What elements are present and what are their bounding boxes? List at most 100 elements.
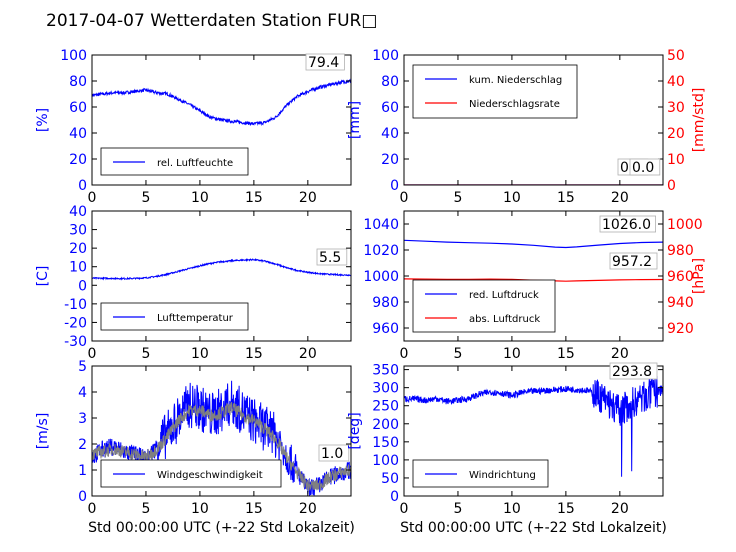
y-tick-label: 350 [372, 363, 399, 379]
x-tick-label: 5 [453, 190, 462, 206]
y-tick-label: 80 [69, 74, 87, 90]
legend-entry: Lufttemperatur [157, 313, 234, 324]
axes-frame [403, 54, 664, 186]
y-tick-label: 960 [372, 321, 399, 337]
x-tick-label: 10 [191, 346, 209, 362]
axes-frame [403, 365, 664, 497]
y-tick-label: 1000 [363, 269, 399, 285]
y-tick-label: 100 [372, 453, 399, 469]
series-line-temperature-0 [92, 257, 351, 281]
y-tick-label: 60 [69, 100, 87, 116]
x-tick-label: 15 [557, 501, 575, 517]
axes-frame [91, 54, 352, 186]
y-tick-label: 100 [372, 48, 399, 64]
x-tick-label: 5 [453, 501, 462, 517]
y2-tick-label: 50 [667, 48, 685, 64]
legend-entry: red. Luftdruck [469, 290, 539, 301]
current-value-label: 5.5 [319, 250, 341, 266]
y-tick-label: 0 [390, 178, 399, 194]
current-value-label-box [609, 362, 658, 380]
x-axis-label: Std 00:00:00 UTC (+-22 Std Lokalzeit) [88, 520, 355, 536]
axes-frame [91, 365, 352, 497]
legend-entry: Niederschlagsrate [469, 99, 560, 110]
y-tick-label: 5 [78, 359, 87, 375]
y2-tick-label: 40 [667, 74, 685, 90]
legend-entry: Windrichtung [469, 470, 536, 481]
x-tick-label: 20 [299, 346, 317, 362]
y-tick-label: 1040 [363, 217, 399, 233]
y2-tick-label: 20 [667, 126, 685, 142]
x-tick-label: 20 [299, 190, 317, 206]
x-tick-label: 5 [141, 501, 150, 517]
x-tick-label: 20 [611, 501, 629, 517]
legend-box [412, 64, 578, 119]
series-line-pressure-0 [404, 239, 663, 249]
y-tick-label: 4 [78, 385, 87, 401]
y-tick-label: 0 [78, 278, 87, 294]
y-tick-label: 980 [372, 295, 399, 311]
current-value-label-2-box [629, 158, 661, 176]
y-tick-label: -30 [64, 334, 87, 350]
x-tick-label: 10 [503, 190, 521, 206]
y-tick-label: 0 [390, 489, 399, 505]
x-tick-label: 0 [88, 346, 97, 362]
current-value-label: 79.4 [308, 55, 339, 71]
y-tick-label: 2 [78, 437, 87, 453]
y-tick-label: 20 [69, 241, 87, 257]
panel-precip: 0 5 10 15 20 0 20 40 60 80 100 0 10 20 30 40 50 [mm] [mm/s… [347, 48, 707, 206]
y-tick-label: 30 [69, 223, 87, 239]
current-value-label-box [599, 215, 656, 233]
current-value-label: 1.0 [321, 446, 343, 462]
x-tick-label: 20 [611, 346, 629, 362]
y-tick-label: 3 [78, 411, 87, 427]
x-tick-label: 15 [245, 346, 263, 362]
y2-tick-label: 920 [667, 321, 694, 337]
x-tick-label: 0 [400, 190, 409, 206]
x-tick-label: 10 [191, 190, 209, 206]
y-tick-label: 40 [69, 204, 87, 220]
x-tick-label: 20 [299, 501, 317, 517]
y-tick-label: 1 [78, 463, 87, 479]
y2-tick-label: 960 [667, 269, 694, 285]
y-axis-label: [mm] [347, 101, 363, 139]
y-tick-label: 0 [78, 178, 87, 194]
y2-axis-label: [mm/std] [691, 88, 707, 153]
current-value-label: 293.8 [612, 364, 652, 380]
y-tick-label: 80 [381, 74, 399, 90]
legend-entry: abs. Luftdruck [469, 314, 540, 325]
x-tick-label: 10 [191, 501, 209, 517]
x-tick-label: 20 [611, 190, 629, 206]
legend-entry: kum. Niederschlag [469, 75, 562, 86]
y-tick-label: -20 [64, 315, 87, 331]
legend-box [412, 279, 556, 333]
y-tick-label: 150 [372, 435, 399, 451]
current-value-label-box [305, 53, 345, 71]
x-tick-label: 15 [245, 190, 263, 206]
y-axis-label: [deg] [347, 412, 363, 449]
y-axis-label: [C] [35, 266, 51, 287]
y-tick-label: 60 [381, 100, 399, 116]
x-tick-label: 5 [141, 346, 150, 362]
x-tick-label: 15 [557, 190, 575, 206]
x-axis-label: Std 00:00:00 UTC (+-22 Std Lokalzeit) [400, 520, 667, 536]
panel-temperature: 0 5 10 15 20 -30 -20 -10 0 10 20 30 40 [C] 5.5 Lufttemp… [35, 204, 352, 362]
series-line-winddir-0 [404, 376, 663, 477]
y2-tick-label: 1000 [667, 217, 703, 233]
y-tick-label: 20 [381, 152, 399, 168]
x-tick-label: 5 [453, 346, 462, 362]
y-tick-label: 250 [372, 399, 399, 415]
series-line-humidity-0 [92, 78, 351, 127]
y-tick-label: 20 [69, 152, 87, 168]
x-tick-label: 10 [503, 346, 521, 362]
current-value-label: 1026.0 [602, 217, 651, 233]
x-tick-label: 0 [88, 501, 97, 517]
panel-humidity: 0 5 10 15 20 0 20 40 60 80 100 [%] 79.4 rel. Luftfeuc… [35, 48, 352, 206]
axes-frame [91, 210, 352, 342]
y-tick-label: 300 [372, 381, 399, 397]
x-tick-label: 0 [400, 346, 409, 362]
y-axis-label: [m/s] [35, 413, 51, 450]
panel-pressure: 0 5 10 15 20 960 980 1000 1020 1040 920 940 960 980 10… [363, 210, 707, 362]
legend-entry: rel. Luftfeuchte [157, 158, 233, 169]
series-line-windspeed-1 [92, 402, 351, 492]
